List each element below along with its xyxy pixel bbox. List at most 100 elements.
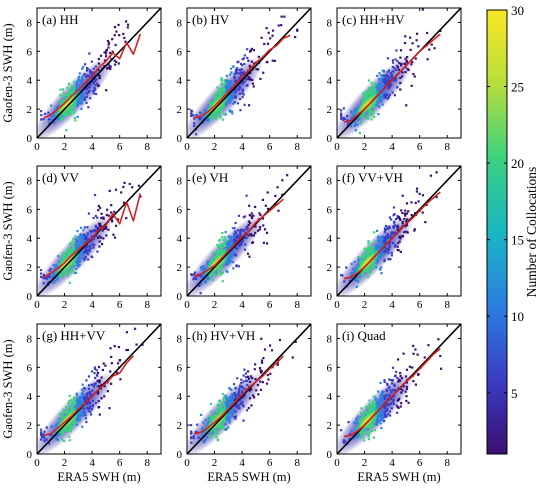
- scatter-point: [401, 220, 404, 224]
- scatter-point: [94, 83, 97, 87]
- scatter-point: [68, 112, 72, 115]
- scatter-point: [376, 74, 379, 77]
- scatter-point: [414, 383, 418, 386]
- scatter-point: [233, 234, 236, 237]
- scatter-point: [246, 71, 250, 74]
- scatter-point: [219, 109, 222, 112]
- scatter-point: [85, 393, 88, 396]
- panel-title: (h) HV+VH: [192, 328, 255, 343]
- scatter-point: [367, 117, 370, 120]
- scatter-point: [241, 82, 244, 85]
- scatter-point: [80, 252, 84, 255]
- scatter-point: [350, 117, 353, 120]
- scatter-point: [353, 260, 356, 264]
- scatter-point: [352, 437, 355, 440]
- scatter-point: [45, 438, 48, 441]
- scatter-point: [220, 236, 224, 239]
- scatter-point: [61, 88, 65, 91]
- scatter-point: [396, 86, 399, 89]
- scatter-point: [206, 436, 209, 439]
- scatter-point: [255, 68, 258, 71]
- scatter-point: [235, 264, 238, 267]
- scatter-point: [89, 407, 92, 410]
- y-tick-label: 0: [27, 133, 33, 145]
- trend-line: [43, 33, 142, 119]
- scatter-point: [370, 429, 374, 433]
- scatter-point: [80, 388, 84, 391]
- scatter-point: [350, 262, 353, 266]
- density-core: [202, 89, 232, 120]
- scatter-point: [109, 67, 112, 71]
- scatter-point: [378, 72, 381, 75]
- scatter-point: [248, 397, 252, 400]
- scatter-point: [392, 206, 396, 209]
- scatter-point: [88, 74, 91, 77]
- scatter-point: [233, 72, 236, 76]
- scatter-point: [373, 240, 376, 243]
- scatter-point: [254, 377, 257, 381]
- scatter-point: [403, 62, 406, 65]
- scatter-point: [383, 379, 386, 382]
- scatter-point: [225, 403, 228, 406]
- scatter-point: [220, 406, 223, 409]
- scatter-point: [65, 93, 68, 97]
- scatter-point: [71, 240, 74, 243]
- scatter-point: [115, 30, 118, 33]
- scatter-point: [386, 57, 390, 60]
- scatter-point: [398, 378, 401, 381]
- scatter-point: [113, 210, 116, 213]
- panel-title: (g) HH+VV: [42, 328, 106, 343]
- scatter-point: [405, 220, 408, 223]
- scatter-point: [239, 62, 243, 65]
- scatter-point: [407, 68, 410, 72]
- scatter-point: [263, 348, 267, 351]
- scatter-point: [405, 230, 408, 233]
- scatter-point: [392, 61, 395, 64]
- scatter-point: [58, 412, 61, 416]
- scatter-point: [401, 222, 404, 225]
- scatter-point: [80, 80, 83, 83]
- scatter-point: [224, 423, 227, 426]
- scatter-point: [75, 398, 78, 401]
- scatter-point: [125, 216, 128, 220]
- scatter-point: [367, 435, 370, 438]
- scatter-point: [269, 344, 272, 347]
- scatter-point: [378, 100, 381, 103]
- scatter-point: [232, 400, 235, 403]
- scatter-point: [222, 89, 225, 92]
- scatter-point: [229, 235, 232, 239]
- scatter-point: [392, 214, 395, 217]
- scatter-point: [388, 414, 392, 417]
- scatter-point: [59, 414, 62, 418]
- scatter-point: [246, 370, 250, 373]
- scatter-point: [407, 401, 410, 404]
- scatter-point: [191, 110, 194, 113]
- scatter-point: [86, 226, 89, 229]
- x-tick-label: 8: [444, 457, 450, 469]
- scatter-point: [96, 385, 99, 388]
- scatter-point: [92, 385, 96, 388]
- scatter-point: [242, 374, 245, 377]
- scatter-point: [87, 401, 90, 404]
- scatter-point: [399, 372, 402, 375]
- scatter-point: [411, 366, 414, 369]
- scatter-point: [270, 349, 274, 352]
- scatter-point: [69, 88, 72, 91]
- scatter-point: [71, 249, 74, 252]
- scatter-point: [83, 237, 86, 240]
- scatter-point: [381, 393, 384, 396]
- scatter-point: [228, 258, 231, 261]
- scatter-point: [99, 54, 103, 57]
- scatter-point: [192, 435, 195, 438]
- scatter-point: [367, 242, 370, 245]
- scatter-point: [84, 417, 88, 420]
- scatter-point: [92, 229, 95, 232]
- scatter-point: [230, 239, 233, 242]
- scatter-point: [91, 404, 95, 407]
- scatter-point: [381, 84, 384, 87]
- scatter-point: [238, 68, 241, 72]
- scatter-point: [124, 40, 127, 43]
- scatter-point: [271, 34, 274, 37]
- scatter-point: [243, 215, 247, 218]
- scatter-point: [83, 407, 86, 410]
